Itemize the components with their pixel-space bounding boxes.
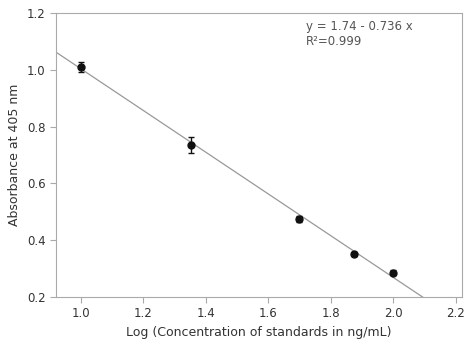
X-axis label: Log (Concentration of standards in ng/mL): Log (Concentration of standards in ng/mL…	[126, 326, 392, 339]
Text: y = 1.74 - 0.736 x
R²=0.999: y = 1.74 - 0.736 x R²=0.999	[306, 20, 412, 49]
Y-axis label: Absorbance at 405 nm: Absorbance at 405 nm	[9, 84, 21, 226]
